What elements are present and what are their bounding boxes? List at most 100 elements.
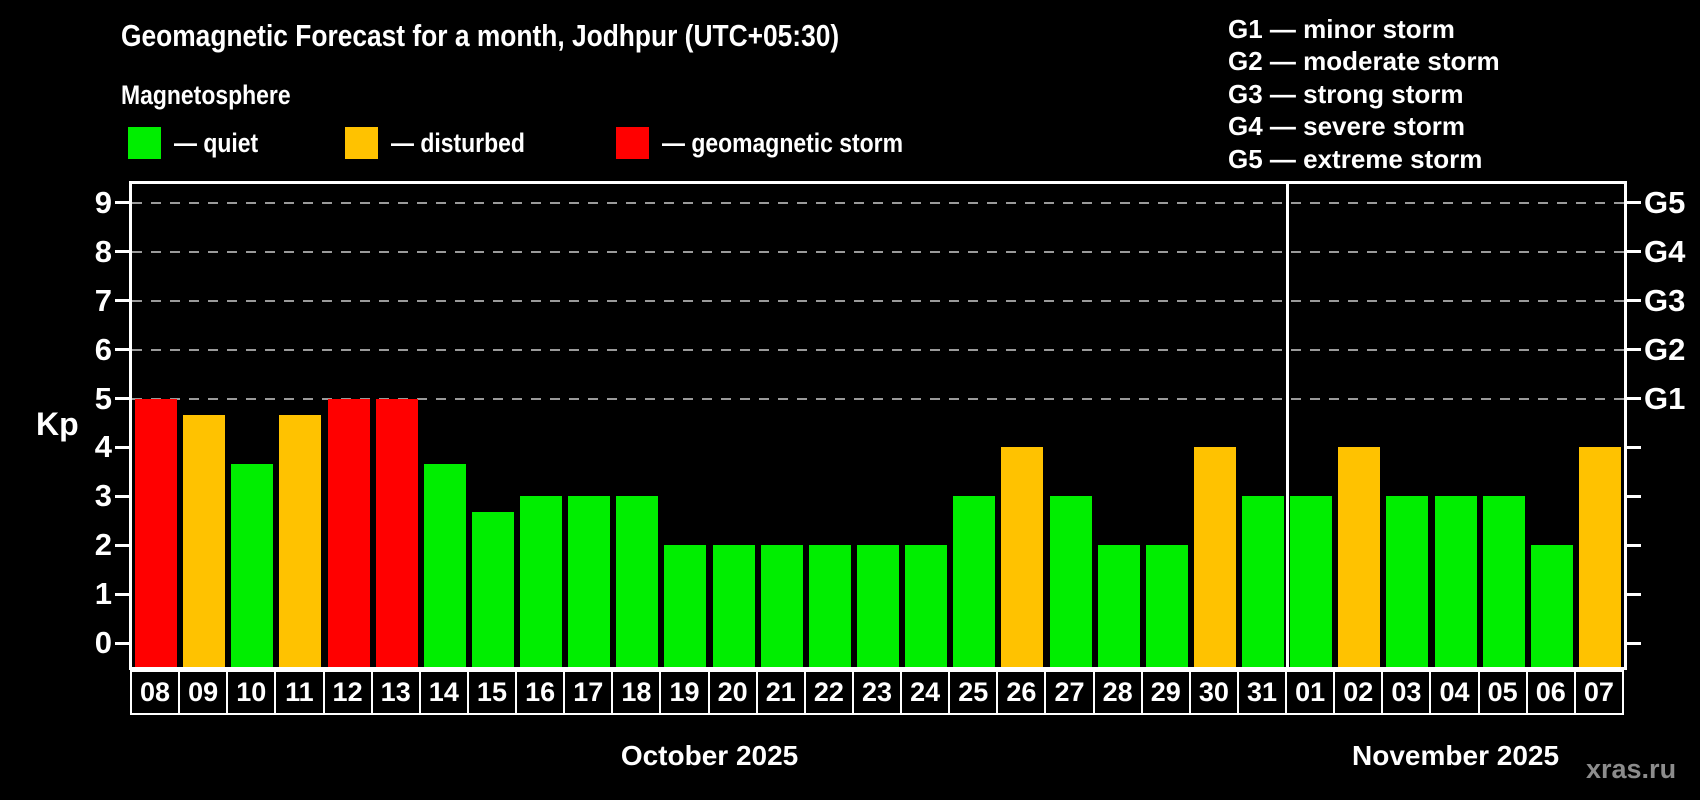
bar-november-06 (1530, 545, 1573, 667)
watermark: xras.ru (1586, 754, 1677, 784)
chart-title: Geomagnetic Forecast for a month, Jodhpu… (121, 18, 840, 53)
bar-october-12 (327, 398, 370, 667)
y-axis-label-7: 7 (94, 282, 112, 318)
g-axis-label-g1: G1 (1644, 380, 1686, 416)
day-cell-october-29: 29 (1140, 670, 1191, 715)
bar-october-09 (183, 414, 226, 667)
legend-item-quiet: — quiet (128, 126, 273, 160)
y-tick-left-1 (115, 592, 129, 596)
gridline-kp6 (132, 348, 1624, 351)
day-cell-october-18: 18 (611, 670, 662, 715)
y-tick-left-6 (115, 348, 129, 352)
legend-label-quiet: — quiet (174, 127, 259, 158)
gridline-kp5 (132, 397, 1624, 400)
bar-october-26 (1001, 447, 1044, 667)
month-label-november: November 2025 (1352, 740, 1560, 771)
day-cell-november-01: 01 (1285, 670, 1336, 715)
g-legend-line-g1: G1 — minor storm (1228, 14, 1455, 44)
y-tick-right-6 (1627, 348, 1641, 352)
y-tick-right-8 (1627, 250, 1641, 254)
g-axis-label-g3: G3 (1644, 282, 1686, 318)
y-tick-left-4 (115, 445, 129, 449)
y-tick-right-0 (1627, 641, 1641, 645)
day-cell-november-02: 02 (1333, 670, 1384, 715)
day-cell-november-05: 05 (1477, 670, 1528, 715)
day-cell-october-23: 23 (851, 670, 903, 715)
legend-item-disturbed: — disturbed (345, 126, 549, 160)
gridline-kp8 (132, 250, 1624, 253)
quiet-swatch (128, 127, 161, 159)
y-axis-label-1: 1 (94, 576, 112, 612)
y-axis-label-2: 2 (94, 527, 112, 563)
legend-label-storm: — geomagnetic storm (662, 127, 904, 158)
g-legend-line-g4: G4 — severe storm (1228, 111, 1466, 142)
bar-october-27 (1049, 496, 1092, 667)
day-cell-november-06: 06 (1525, 670, 1576, 715)
day-cell-october-25: 25 (948, 670, 999, 715)
y-tick-right-4 (1627, 445, 1641, 449)
day-cell-october-13: 13 (370, 670, 421, 715)
day-cell-october-16: 16 (515, 670, 566, 715)
y-tick-left-9 (115, 201, 129, 205)
bar-october-25 (953, 496, 996, 667)
bar-october-11 (279, 414, 322, 667)
y-tick-left-5 (115, 397, 129, 400)
gridline-kp9 (132, 201, 1624, 204)
bar-october-14 (423, 463, 466, 667)
day-cell-october-11: 11 (274, 670, 325, 715)
y-tick-left-2 (115, 543, 129, 547)
y-tick-right-9 (1627, 201, 1641, 205)
bar-october-30 (1193, 447, 1236, 667)
bar-october-18 (616, 496, 659, 667)
disturbed-swatch (345, 127, 378, 159)
bar-october-21 (760, 545, 803, 667)
storm-swatch (616, 127, 649, 159)
day-cell-october-08: 08 (130, 670, 181, 715)
plot-area (129, 181, 1627, 670)
day-cell-october-19: 19 (659, 670, 710, 715)
bar-october-22 (808, 545, 851, 667)
y-axis-label-3: 3 (94, 478, 112, 514)
day-cell-october-14: 14 (418, 670, 469, 715)
bar-november-07 (1578, 447, 1621, 667)
y-axis-label-4: 4 (94, 429, 112, 465)
y-tick-right-2 (1627, 543, 1641, 547)
g-legend-line-g3: G3 — strong storm (1228, 78, 1464, 109)
month-label-october: October 2025 (620, 740, 799, 771)
bar-november-02 (1338, 447, 1381, 667)
bar-october-16 (520, 496, 563, 667)
day-cell-november-07: 07 (1573, 670, 1624, 715)
bar-november-01 (1290, 496, 1333, 667)
g-axis-label-g5: G5 (1644, 184, 1686, 220)
g-legend-line-g5: G5 — extreme storm (1228, 143, 1483, 174)
g-legend-line-g2: G2 — moderate storm (1228, 46, 1500, 77)
day-cell-october-31: 31 (1236, 670, 1288, 715)
bar-october-19 (664, 545, 707, 667)
day-cell-october-10: 10 (226, 670, 277, 715)
bar-october-13 (375, 398, 418, 667)
y-axis-label-5: 5 (94, 380, 112, 416)
g-scale-legend: G1 — minor storm G2 — moderate storm G3 … (1228, 13, 1500, 175)
day-cell-october-30: 30 (1188, 670, 1239, 715)
day-cell-october-24: 24 (900, 670, 951, 715)
day-cell-november-03: 03 (1381, 670, 1432, 715)
day-cell-october-21: 21 (755, 670, 806, 715)
month-divider (1285, 184, 1289, 667)
bar-october-10 (231, 463, 274, 667)
g-axis-label-g2: G2 (1644, 331, 1686, 367)
y-tick-right-1 (1627, 592, 1641, 596)
legend-title: Magnetosphere (121, 80, 291, 110)
y-axis-label-8: 8 (94, 233, 112, 269)
y-axis-label-0: 0 (94, 625, 112, 660)
day-cell-november-04: 04 (1429, 670, 1480, 715)
legend-label-disturbed: — disturbed (391, 127, 525, 158)
day-cell-october-09: 09 (178, 670, 229, 715)
y-tick-right-3 (1627, 494, 1641, 498)
bar-october-28 (1097, 545, 1140, 667)
gridline-kp7 (132, 299, 1624, 302)
y-axis-label-6: 6 (94, 331, 112, 367)
y-tick-left-3 (115, 494, 129, 498)
bar-november-03 (1386, 496, 1429, 667)
